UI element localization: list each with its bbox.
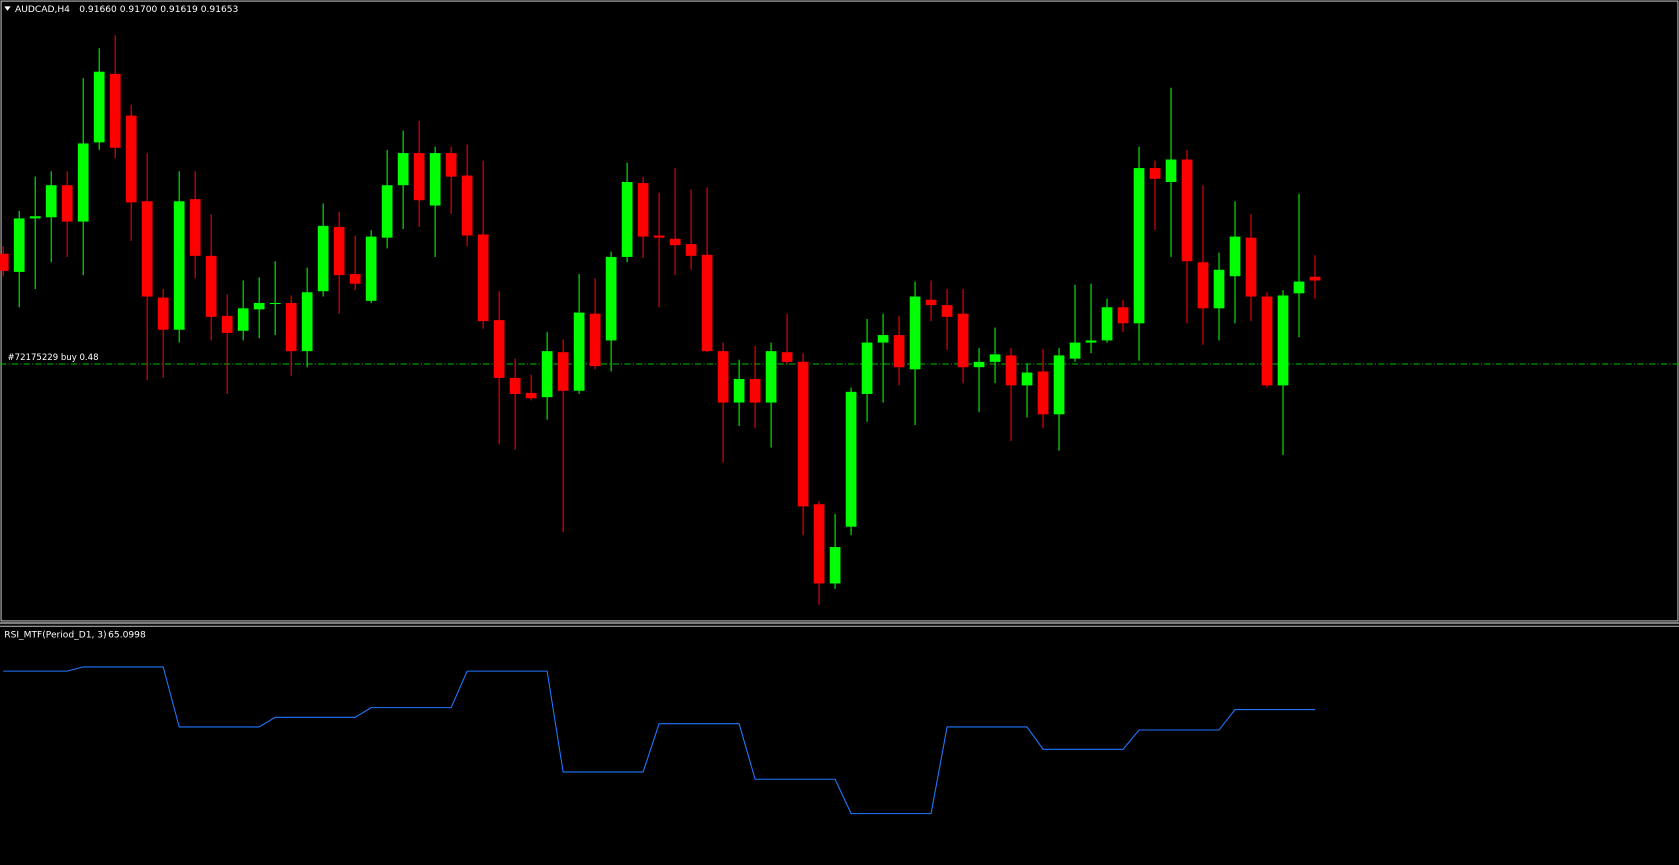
candle-body [749, 378, 761, 403]
candle-body [221, 315, 233, 333]
rsi-panel [3, 666, 1316, 815]
candle-body [557, 352, 569, 391]
candle-body [1229, 236, 1241, 277]
candle-body [205, 255, 217, 317]
candle-body [413, 153, 425, 201]
rsi-line [3, 666, 1316, 815]
candle-body [861, 342, 873, 394]
candle-body [1133, 168, 1145, 324]
candle-body [525, 392, 537, 399]
candle-body [93, 71, 105, 143]
candle-body [349, 274, 361, 284]
candle-body [1261, 296, 1273, 386]
candle-body [237, 308, 249, 331]
candle-body [717, 351, 729, 403]
candle-body [893, 335, 905, 368]
candle-body [685, 244, 697, 256]
candle-body [653, 235, 665, 238]
candle-body [301, 292, 313, 352]
candle-body [13, 218, 25, 272]
candle-body [1293, 281, 1305, 294]
order-label: #72175229 buy 0.48 [7, 353, 98, 363]
candle-body [941, 305, 953, 317]
candle-body [0, 253, 9, 271]
candle-body [429, 153, 441, 206]
candle-body [477, 234, 489, 322]
candle-body [1213, 269, 1225, 309]
candle-body [381, 185, 393, 238]
candle-body [157, 297, 169, 330]
price-panel: #72175229 buy 0.48 [0, 35, 1679, 605]
candle-body [29, 216, 41, 219]
candle-body [1149, 168, 1161, 179]
candle-body [1053, 355, 1065, 415]
candle-body [173, 201, 185, 330]
candle-body [317, 225, 329, 292]
candle-body [1117, 307, 1129, 324]
candle-body [909, 296, 921, 370]
candle-body [1005, 355, 1017, 386]
quote: 0.91660 0.91700 0.91619 0.91653 [79, 5, 238, 15]
candle-body [1037, 371, 1049, 415]
candle-body [1085, 340, 1097, 343]
candle-body [701, 254, 713, 352]
candle-body [333, 226, 345, 276]
candle-body [109, 73, 121, 148]
symbol: AUDCAD,H4 [15, 5, 70, 15]
main-panel-frame [0, 0, 1679, 622]
candle-body [509, 377, 521, 394]
menu-triangle[interactable] [4, 6, 11, 11]
candle-body [365, 236, 377, 301]
candle-body [1277, 295, 1289, 386]
candle-body [1181, 159, 1193, 262]
candle-body [493, 320, 505, 378]
candle-body [589, 313, 601, 367]
candle-body [269, 302, 281, 305]
candle-body [765, 351, 777, 403]
candle-body [541, 351, 553, 398]
candle-body [637, 183, 649, 237]
candle-body [461, 175, 473, 236]
candle-body [285, 302, 297, 352]
candle-body [957, 313, 969, 368]
candle-body [813, 504, 825, 584]
candle-body [621, 181, 633, 257]
candle-body [845, 391, 857, 527]
candle-body [1069, 342, 1081, 359]
candle-body [253, 302, 265, 310]
indicator-title: RSI_MTF(Period_D1, 3) [4, 630, 106, 640]
candle-body [189, 199, 201, 256]
candle-body [925, 299, 937, 306]
candle-body [829, 547, 841, 584]
candle-body [797, 361, 809, 507]
candle-body [1021, 372, 1033, 386]
candle-body [1197, 262, 1209, 309]
indicator-value: 65.0998 [108, 630, 146, 640]
candle-body [77, 143, 89, 222]
candle-body [669, 238, 681, 246]
candle-body [61, 185, 73, 222]
candle-body [989, 354, 1001, 362]
candle-body [877, 335, 889, 343]
candle-body [781, 352, 793, 362]
candle-body [1245, 237, 1257, 297]
candle-body [141, 201, 153, 297]
candle-body [45, 185, 57, 218]
candle-body [125, 115, 137, 203]
candle-body [1101, 307, 1113, 341]
candle-body [973, 361, 985, 368]
candle-body [733, 378, 745, 403]
candle-body [445, 153, 457, 177]
candle-body [605, 256, 617, 341]
candle-body [573, 312, 585, 391]
candle-body [397, 153, 409, 186]
candle-body [1165, 159, 1177, 182]
candle-body [1309, 276, 1321, 281]
